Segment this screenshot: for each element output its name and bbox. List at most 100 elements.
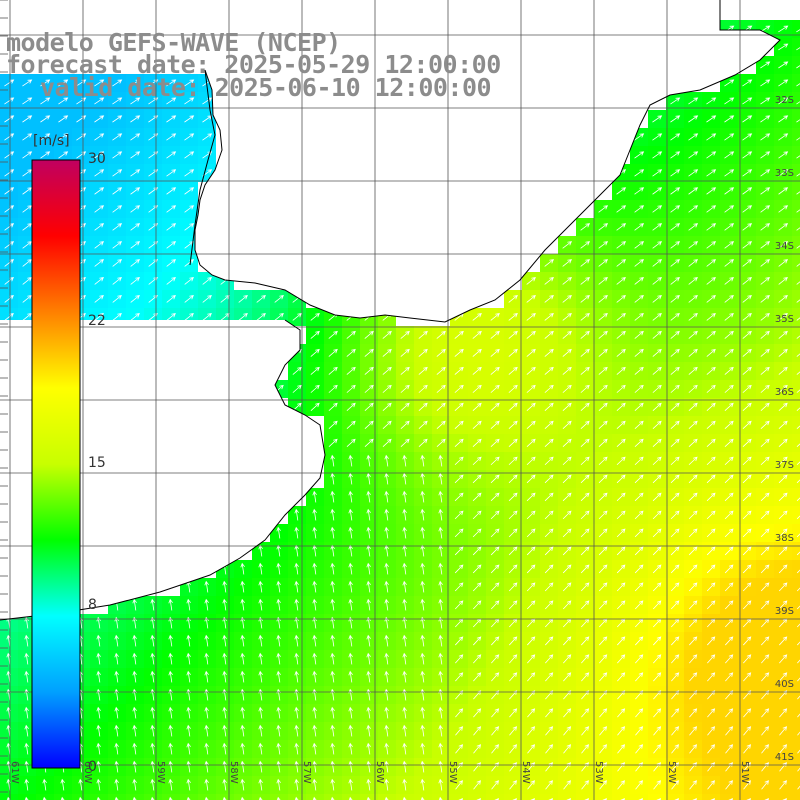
wind-arrow bbox=[472, 384, 482, 393]
wind-arrow bbox=[724, 205, 735, 213]
wind-arrow bbox=[688, 546, 698, 556]
wind-arrow bbox=[616, 474, 626, 484]
colorbar-unit: [m/s] bbox=[33, 133, 70, 149]
wind-arrow bbox=[186, 706, 191, 719]
wind-arrow bbox=[112, 277, 122, 285]
wind-arrow bbox=[96, 778, 101, 791]
wind-arrow bbox=[562, 600, 572, 610]
wind-arrow bbox=[742, 546, 752, 556]
wind-arrow bbox=[366, 526, 371, 539]
wind-arrow bbox=[760, 366, 770, 375]
lon-label: 60W bbox=[82, 761, 93, 784]
wind-arrow bbox=[797, 785, 800, 790]
wind-arrow bbox=[670, 348, 680, 357]
wind-arrow bbox=[706, 456, 716, 466]
wind-arrow bbox=[130, 312, 140, 321]
wind-arrow bbox=[94, 115, 105, 123]
wind-arrow bbox=[4, 277, 14, 285]
wind-arrow bbox=[366, 544, 371, 557]
wind-arrow bbox=[652, 223, 663, 231]
wind-arrow bbox=[186, 724, 191, 737]
wind-arrow bbox=[240, 742, 245, 755]
wind-arrow bbox=[796, 623, 800, 628]
wind-cell bbox=[792, 272, 800, 290]
wind-arrow bbox=[330, 652, 335, 665]
wind-arrow bbox=[652, 277, 662, 285]
lon-label: 52W bbox=[666, 761, 677, 784]
wind-arrow bbox=[258, 724, 263, 737]
wind-arrow bbox=[292, 384, 302, 393]
wind-cell bbox=[792, 110, 800, 128]
wind-arrow bbox=[348, 706, 353, 719]
wind-arrow bbox=[24, 724, 29, 737]
wind-arrow bbox=[563, 780, 571, 790]
wind-arrow bbox=[454, 600, 464, 610]
wind-arrow bbox=[526, 312, 536, 321]
wind-arrow bbox=[652, 384, 662, 393]
wind-arrow bbox=[580, 582, 590, 592]
wind-arrow bbox=[760, 169, 771, 177]
wind-arrow bbox=[258, 562, 263, 575]
wind-arrow bbox=[742, 420, 752, 429]
wind-arrow bbox=[186, 598, 191, 611]
wind-arrow bbox=[330, 562, 335, 575]
wind-cell bbox=[234, 794, 252, 800]
wind-cell bbox=[648, 794, 666, 800]
wind-cell bbox=[540, 794, 558, 800]
model-title: modelo GEFS-WAVE (NCEP) bbox=[6, 28, 341, 57]
wind-arrow bbox=[598, 474, 608, 484]
wind-arrow bbox=[184, 79, 195, 87]
wind-arrow bbox=[438, 742, 443, 755]
wind-arrow bbox=[490, 438, 500, 448]
wind-arrow bbox=[366, 454, 371, 467]
wind-arrow bbox=[526, 564, 536, 574]
wind-arrow bbox=[420, 526, 425, 539]
wind-arrow bbox=[760, 115, 771, 123]
lon-label: 51W bbox=[739, 761, 750, 784]
wind-arrow bbox=[348, 742, 353, 755]
wind-arrow bbox=[779, 708, 788, 718]
wind-arrow bbox=[617, 654, 626, 664]
wind-arrow bbox=[598, 223, 609, 231]
wind-arrow bbox=[24, 634, 29, 647]
wind-arrow bbox=[796, 443, 800, 448]
wind-arrow bbox=[616, 546, 626, 556]
wind-arrow bbox=[294, 526, 299, 539]
wind-cell bbox=[666, 794, 684, 800]
wind-arrow bbox=[779, 780, 787, 790]
wind-arrow bbox=[455, 708, 464, 718]
wind-arrow bbox=[616, 384, 626, 393]
wind-arrow bbox=[742, 636, 752, 646]
wind-cell bbox=[792, 200, 800, 218]
wind-cell bbox=[756, 794, 774, 800]
wind-arrow bbox=[671, 708, 680, 718]
wind-arrow bbox=[168, 760, 173, 773]
wind-arrow bbox=[778, 402, 788, 411]
wind-arrow bbox=[778, 600, 788, 610]
wind-arrow bbox=[796, 263, 800, 267]
wind-arrow bbox=[688, 133, 699, 141]
wind-arrow bbox=[688, 169, 699, 177]
wind-arrow bbox=[436, 402, 446, 411]
wind-arrow bbox=[94, 205, 105, 213]
wind-arrow bbox=[294, 742, 299, 755]
wind-arrow bbox=[166, 295, 176, 303]
wind-arrow bbox=[420, 778, 425, 791]
wind-arrow bbox=[544, 277, 554, 285]
wind-arrow bbox=[796, 515, 800, 520]
wind-arrow bbox=[563, 672, 572, 682]
wind-arrow bbox=[742, 187, 753, 195]
wind-arrow bbox=[454, 492, 464, 502]
wind-arrow bbox=[455, 744, 464, 754]
wind-arrow bbox=[580, 474, 590, 484]
wind-arrow bbox=[420, 508, 425, 521]
wind-arrow bbox=[186, 760, 191, 773]
wind-arrow bbox=[4, 79, 15, 87]
wind-arrow bbox=[526, 330, 536, 339]
wind-arrow bbox=[202, 277, 212, 285]
wind-arrow bbox=[634, 636, 644, 646]
wind-arrow bbox=[617, 708, 626, 718]
wind-arrow bbox=[544, 438, 554, 448]
wind-arrow bbox=[778, 43, 789, 51]
wind-arrow bbox=[418, 420, 428, 429]
